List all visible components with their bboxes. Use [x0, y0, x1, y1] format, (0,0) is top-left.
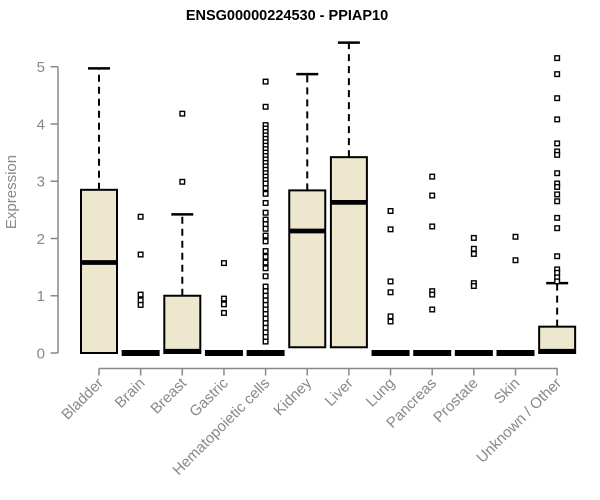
outlier-point — [387, 278, 394, 285]
y-tick-label: 4 — [37, 116, 45, 133]
y-tick-label: 5 — [37, 59, 45, 76]
outlier-point — [179, 110, 186, 117]
outlier-point — [554, 140, 561, 147]
outlier-point — [262, 225, 269, 232]
outlier-point — [470, 245, 477, 252]
outlier-point — [262, 199, 269, 206]
outlier-point — [554, 95, 561, 102]
outlier-point — [262, 185, 269, 192]
outlier-point — [429, 306, 436, 313]
outlier-point — [554, 55, 561, 62]
chart-title: ENSG00000224530 - PPIAP10 — [185, 8, 389, 24]
outlier-point — [262, 248, 269, 255]
boxplot-bladder — [80, 67, 118, 354]
outlier-point — [262, 338, 269, 345]
outlier-point — [179, 178, 186, 185]
boxplot-prostate — [454, 234, 493, 356]
outlier-point — [429, 173, 436, 180]
box — [80, 188, 118, 354]
outlier-point — [262, 232, 269, 239]
boxplot-lung — [371, 207, 410, 356]
x-tick-label: Breast — [147, 374, 190, 417]
y-tick-label: 0 — [37, 346, 45, 363]
boxplot-unknown-other — [538, 55, 577, 354]
y-tick-label: 3 — [37, 174, 45, 191]
x-tick-label: Kidney — [271, 374, 316, 419]
outlier-point — [220, 260, 227, 267]
outlier-point — [137, 251, 144, 258]
outlier-point — [512, 233, 519, 240]
outlier-point — [554, 214, 561, 221]
outlier-point — [554, 151, 561, 158]
outlier-point — [429, 223, 436, 230]
boxplot-pancreas — [413, 173, 452, 356]
outlier-point — [220, 309, 227, 316]
boxplot-breast — [163, 110, 202, 354]
boxplot-kidney — [288, 72, 327, 349]
x-tick-label: Prostate — [430, 375, 482, 427]
outlier-point — [262, 259, 269, 266]
outlier-point — [554, 198, 561, 205]
outlier-point — [137, 213, 144, 220]
boxplot-gastric — [204, 260, 243, 356]
outlier-point — [470, 250, 477, 257]
outlier-point — [554, 253, 561, 260]
boxplot-hematopoietic-cells — [246, 78, 285, 356]
box — [163, 294, 202, 354]
outlier-point — [220, 295, 227, 302]
outlier-point — [262, 265, 269, 272]
outlier-point — [387, 226, 394, 233]
x-tick-label: Liver — [322, 375, 357, 410]
outlier-point — [262, 190, 269, 197]
outlier-point — [387, 313, 394, 320]
outlier-point — [554, 183, 561, 190]
outlier-point — [262, 103, 269, 110]
outlier-point — [137, 291, 144, 298]
outlier-point — [554, 225, 561, 232]
outlier-point — [262, 78, 269, 85]
outlier-point — [554, 116, 561, 123]
outlier-point — [262, 253, 269, 260]
boxplot-skin — [496, 233, 535, 356]
boxplot-brain — [121, 213, 160, 356]
x-tick-label: Lung — [363, 375, 399, 411]
outlier-point — [429, 291, 436, 298]
boxplot-liver — [329, 41, 368, 349]
outlier-point — [554, 278, 561, 285]
outlier-point — [387, 318, 394, 325]
x-tick-label: Bladder — [58, 375, 107, 424]
outlier-point — [470, 283, 477, 290]
outlier-point — [512, 257, 519, 264]
outlier-point — [262, 238, 269, 245]
outlier-point — [387, 289, 394, 296]
outlier-point — [554, 71, 561, 78]
outlier-point — [554, 170, 561, 177]
outlier-point — [429, 192, 436, 199]
outlier-point — [262, 209, 269, 216]
box — [288, 189, 327, 349]
outlier-point — [554, 191, 561, 198]
y-tick-label: 2 — [37, 231, 45, 248]
box — [329, 156, 368, 349]
outlier-point — [470, 234, 477, 241]
x-tick-label: Brain — [112, 375, 149, 412]
outlier-point — [387, 207, 394, 214]
y-axis-label: Expression — [3, 155, 20, 229]
outlier-point — [262, 273, 269, 280]
y-tick-label: 1 — [37, 288, 45, 305]
outlier-point — [137, 301, 144, 308]
x-tick-label: Skin — [491, 375, 524, 408]
outlier-point — [220, 301, 227, 308]
